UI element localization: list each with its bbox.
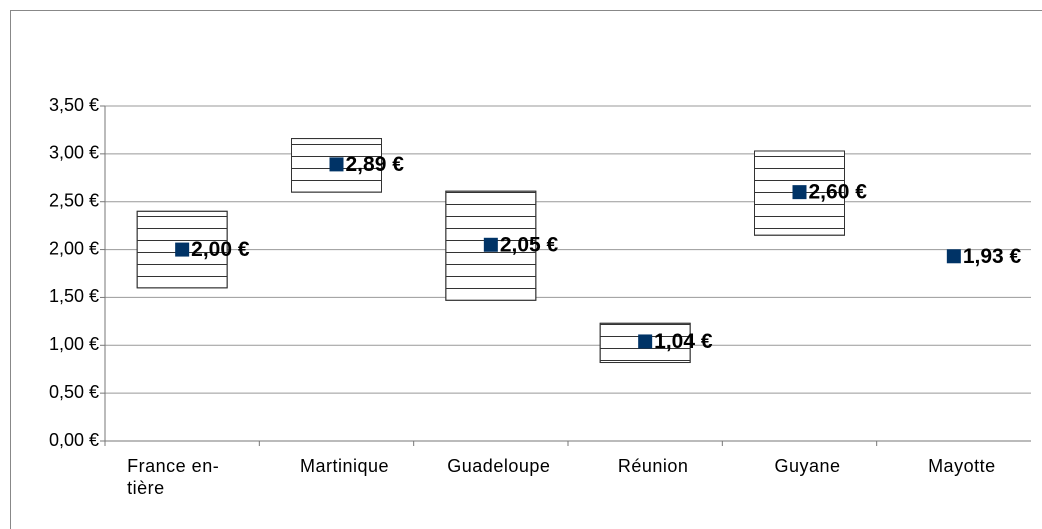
x-tick-label: Martinique bbox=[299, 456, 390, 476]
data-label: 2,05 € bbox=[500, 233, 559, 256]
x-tick-label: Guadeloupe bbox=[447, 456, 551, 476]
x-tick-label: Réunion bbox=[617, 456, 689, 476]
data-label: 2,89 € bbox=[346, 153, 405, 176]
point bbox=[638, 334, 653, 349]
y-tick-label: 3,50 € bbox=[49, 95, 99, 115]
y-tick-label: 1,00 € bbox=[49, 334, 99, 354]
y-tick-label: 0,50 € bbox=[49, 382, 99, 402]
y-tick-label: 2,00 € bbox=[49, 238, 99, 258]
point bbox=[792, 185, 807, 200]
x-tick-label: Mayotte bbox=[928, 456, 996, 476]
data-label: 1,93 € bbox=[963, 245, 1022, 268]
range-box bbox=[291, 138, 382, 193]
data-label: 2,00 € bbox=[191, 238, 250, 261]
x-tick-label: Guyane bbox=[774, 456, 841, 476]
point bbox=[329, 157, 344, 172]
y-tick-label: 0,00 € bbox=[49, 430, 99, 450]
point bbox=[175, 242, 190, 257]
y-tick-label: 3,00 € bbox=[49, 143, 99, 163]
point bbox=[946, 249, 961, 264]
y-tick-label: 1,50 € bbox=[49, 286, 99, 306]
y-tick-label: 2,50 € bbox=[49, 190, 99, 210]
x-tick-label: France en­tière bbox=[127, 456, 219, 498]
data-label: 1,04 € bbox=[654, 330, 713, 353]
chart-border bbox=[10, 10, 1042, 529]
data-label: 2,60 € bbox=[809, 181, 868, 204]
point bbox=[483, 237, 498, 252]
